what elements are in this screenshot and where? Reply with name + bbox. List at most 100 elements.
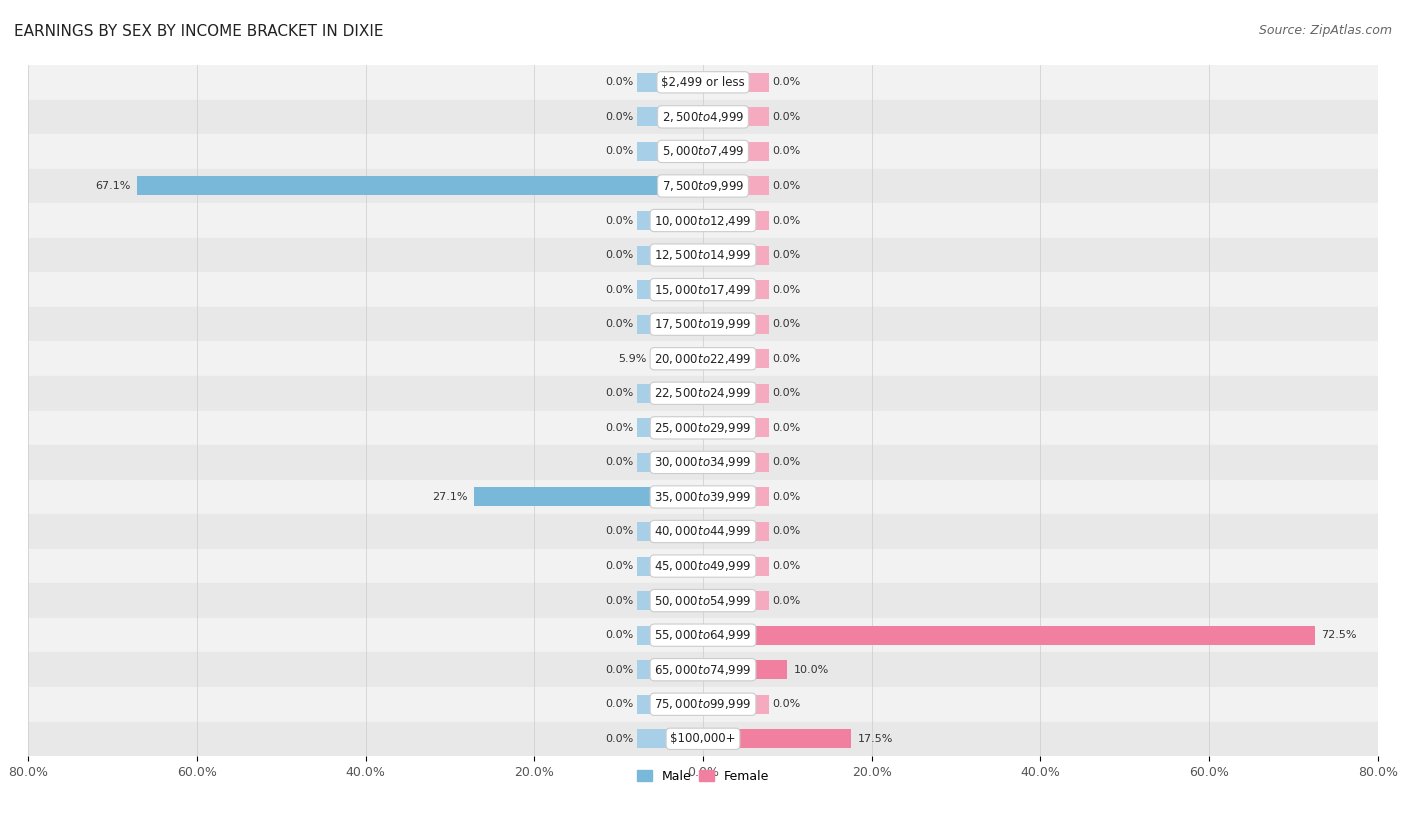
Text: 0.0%: 0.0% (772, 699, 800, 709)
Text: 0.0%: 0.0% (772, 250, 800, 260)
Bar (637, 729, 703, 748)
Bar (703, 557, 769, 576)
Bar (703, 73, 769, 92)
Legend: Male, Female: Male, Female (631, 765, 775, 788)
Text: 0.0%: 0.0% (606, 250, 634, 260)
Bar (703, 211, 769, 230)
Text: 0.0%: 0.0% (772, 423, 800, 433)
Bar (637, 522, 703, 541)
Text: Source: ZipAtlas.com: Source: ZipAtlas.com (1258, 24, 1392, 37)
Text: $40,000 to $44,999: $40,000 to $44,999 (654, 524, 752, 538)
Text: 0.0%: 0.0% (606, 320, 634, 329)
Bar (703, 280, 769, 299)
Text: $17,500 to $19,999: $17,500 to $19,999 (654, 317, 752, 331)
Text: 0.0%: 0.0% (772, 354, 800, 363)
Text: 0.0%: 0.0% (772, 320, 800, 329)
Text: 0.0%: 0.0% (772, 389, 800, 398)
Text: 0.0%: 0.0% (772, 215, 800, 225)
Bar (637, 453, 703, 472)
Bar (28, 515, 1378, 549)
Bar (28, 446, 1378, 480)
Bar (703, 522, 769, 541)
Bar (637, 384, 703, 402)
Bar (28, 687, 1378, 722)
Bar (637, 73, 703, 92)
Bar (28, 99, 1378, 134)
Bar (637, 142, 703, 161)
Bar (703, 350, 769, 368)
Bar (703, 695, 769, 714)
Bar (637, 211, 703, 230)
Text: $20,000 to $22,499: $20,000 to $22,499 (654, 352, 752, 366)
Bar (637, 591, 703, 610)
Text: 0.0%: 0.0% (606, 527, 634, 537)
Text: 5.9%: 5.9% (619, 354, 647, 363)
Bar (28, 169, 1378, 203)
Bar (28, 272, 1378, 307)
Text: $45,000 to $49,999: $45,000 to $49,999 (654, 559, 752, 573)
Text: 0.0%: 0.0% (606, 112, 634, 122)
Bar (28, 480, 1378, 515)
Text: $55,000 to $64,999: $55,000 to $64,999 (654, 628, 752, 642)
Bar (136, 176, 703, 195)
Text: 0.0%: 0.0% (606, 699, 634, 709)
Bar (28, 65, 1378, 99)
Bar (703, 384, 769, 402)
Bar (703, 453, 769, 472)
Text: 0.0%: 0.0% (772, 285, 800, 294)
Text: 0.0%: 0.0% (772, 527, 800, 537)
Text: $75,000 to $99,999: $75,000 to $99,999 (654, 698, 752, 711)
Bar (637, 315, 703, 333)
Bar (28, 722, 1378, 756)
Bar (637, 626, 703, 645)
Text: 0.0%: 0.0% (606, 596, 634, 606)
Text: 0.0%: 0.0% (606, 458, 634, 467)
Text: 0.0%: 0.0% (606, 389, 634, 398)
Bar (28, 618, 1378, 652)
Text: 17.5%: 17.5% (858, 734, 893, 744)
Bar (703, 315, 769, 333)
Bar (703, 626, 1315, 645)
Bar (703, 488, 769, 506)
Text: 0.0%: 0.0% (606, 630, 634, 640)
Bar (28, 203, 1378, 237)
Text: $15,000 to $17,499: $15,000 to $17,499 (654, 283, 752, 297)
Bar (28, 652, 1378, 687)
Text: 0.0%: 0.0% (606, 77, 634, 87)
Bar (703, 660, 787, 679)
Text: $7,500 to $9,999: $7,500 to $9,999 (662, 179, 744, 193)
Bar (28, 307, 1378, 341)
Text: 0.0%: 0.0% (772, 458, 800, 467)
Text: $2,499 or less: $2,499 or less (661, 76, 745, 89)
Text: EARNINGS BY SEX BY INCOME BRACKET IN DIXIE: EARNINGS BY SEX BY INCOME BRACKET IN DIX… (14, 24, 384, 39)
Bar (637, 695, 703, 714)
Bar (703, 729, 851, 748)
Text: $5,000 to $7,499: $5,000 to $7,499 (662, 145, 744, 159)
Text: $25,000 to $29,999: $25,000 to $29,999 (654, 421, 752, 435)
Text: 0.0%: 0.0% (772, 561, 800, 571)
Text: 67.1%: 67.1% (94, 181, 131, 191)
Text: $65,000 to $74,999: $65,000 to $74,999 (654, 663, 752, 676)
Text: 0.0%: 0.0% (772, 77, 800, 87)
Bar (637, 660, 703, 679)
Text: $100,000+: $100,000+ (671, 733, 735, 746)
Text: 10.0%: 10.0% (794, 665, 830, 675)
Text: $2,500 to $4,999: $2,500 to $4,999 (662, 110, 744, 124)
Text: 0.0%: 0.0% (772, 596, 800, 606)
Text: $30,000 to $34,999: $30,000 to $34,999 (654, 455, 752, 469)
Text: 0.0%: 0.0% (772, 146, 800, 156)
Text: $22,500 to $24,999: $22,500 to $24,999 (654, 386, 752, 400)
Bar (703, 591, 769, 610)
Text: 0.0%: 0.0% (772, 112, 800, 122)
Bar (703, 142, 769, 161)
Bar (637, 280, 703, 299)
Bar (28, 549, 1378, 584)
Text: 0.0%: 0.0% (606, 734, 634, 744)
Text: 0.0%: 0.0% (606, 423, 634, 433)
Bar (28, 584, 1378, 618)
Bar (703, 419, 769, 437)
Text: 0.0%: 0.0% (606, 146, 634, 156)
Bar (637, 557, 703, 576)
Bar (654, 350, 703, 368)
Text: 0.0%: 0.0% (606, 561, 634, 571)
